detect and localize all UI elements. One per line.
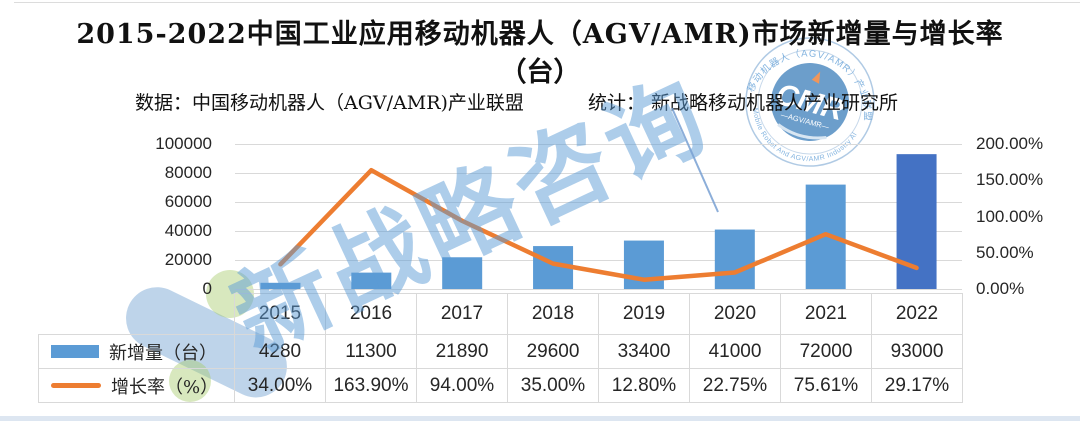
growth-rate-2016: 163.90% <box>326 369 417 403</box>
chart-title-line1: 2015-2022中国工业应用移动机器人（AGV/AMR)市场新增量与增长率 <box>76 19 1004 50</box>
bar-2020 <box>714 229 755 289</box>
year-header-2021: 2021 <box>781 293 872 335</box>
legend-bar-swatch <box>51 345 99 358</box>
left-axis-tick-1: 80000 <box>164 163 212 182</box>
new-volume-2017: 21890 <box>417 335 508 369</box>
legend-growth-label: 增长率（%） <box>111 376 219 398</box>
year-header-2019: 2019 <box>599 293 690 335</box>
bar-2021 <box>805 184 846 289</box>
right-axis-tick-4: 0.00% <box>976 279 1025 298</box>
year-header-2022: 2022 <box>872 293 963 335</box>
new-volume-2020: 41000 <box>690 335 781 369</box>
bottom-edge-strip <box>0 416 1080 421</box>
year-header-2016: 2016 <box>326 293 417 335</box>
plot-svg <box>235 144 962 290</box>
growth-rate-line <box>278 167 919 282</box>
left-axis-tick-0: 100000 <box>155 134 212 153</box>
growth-rate-2019: 12.80% <box>599 369 690 403</box>
new-volume-2021: 72000 <box>781 335 872 369</box>
right-axis-tick-3: 50.00% <box>976 242 1034 262</box>
growth-rate-2020: 22.75% <box>690 369 781 403</box>
statistics-source-label: 统计： 新战略移动机器人产业研究所 <box>588 92 899 114</box>
chart-title-line2: （台） <box>499 57 581 88</box>
right-axis-tick-2: 100.00% <box>976 206 1044 226</box>
year-header-2020: 2020 <box>690 293 781 335</box>
left-axis-tick-3: 40000 <box>164 221 212 240</box>
table-corner-cell <box>38 293 235 335</box>
bar-2017 <box>442 257 483 289</box>
growth-rate-2021: 75.61% <box>781 369 872 403</box>
new-volume-2019: 33400 <box>599 335 690 369</box>
legend-bar-label: 新增量（台） <box>109 342 217 364</box>
growth-rate-2018: 35.00% <box>508 369 599 403</box>
badge-laurel <box>777 123 827 140</box>
legend-growth-rate: 增长率（%） <box>38 369 235 403</box>
growth-rate-2017: 94.00% <box>417 369 508 403</box>
data-table: 2015 2016 2017 2018 2019 2020 2021 2022 新增量（台） 42… <box>38 293 963 403</box>
right-axis-tick-1: 150.00% <box>976 170 1044 190</box>
year-header-2017: 2017 <box>417 293 508 335</box>
top-hairline <box>14 2 1080 3</box>
left-axis-tick-2: 60000 <box>164 192 212 211</box>
new-volume-2022: 93000 <box>872 335 963 369</box>
growth-rate-2022: 29.17% <box>872 369 963 403</box>
data-source-label: 数据：中国移动机器人（AGV/AMR)产业联盟 <box>135 92 524 114</box>
legend-new-volume: 新增量（台） <box>38 335 235 369</box>
growth-rate-2015: 34.00% <box>235 369 326 403</box>
new-volume-2015: 4280 <box>235 335 326 369</box>
left-axis-ticks: 100000 80000 60000 40000 20000 0 <box>0 134 212 298</box>
year-header-2018: 2018 <box>508 293 599 335</box>
legend-line-swatch <box>51 383 101 388</box>
right-axis-ticks: 200.00% 150.00% 100.00% 50.00% 0.00% <box>976 134 1080 298</box>
new-volume-2016: 11300 <box>326 335 417 369</box>
bar-2016 <box>351 272 392 289</box>
new-volume-2018: 29600 <box>508 335 599 369</box>
left-axis-tick-4: 20000 <box>164 250 212 269</box>
bar-2015 <box>260 282 301 289</box>
right-axis-tick-0: 200.00% <box>976 134 1044 153</box>
plot-area <box>235 144 962 290</box>
year-header-2015: 2015 <box>235 293 326 335</box>
